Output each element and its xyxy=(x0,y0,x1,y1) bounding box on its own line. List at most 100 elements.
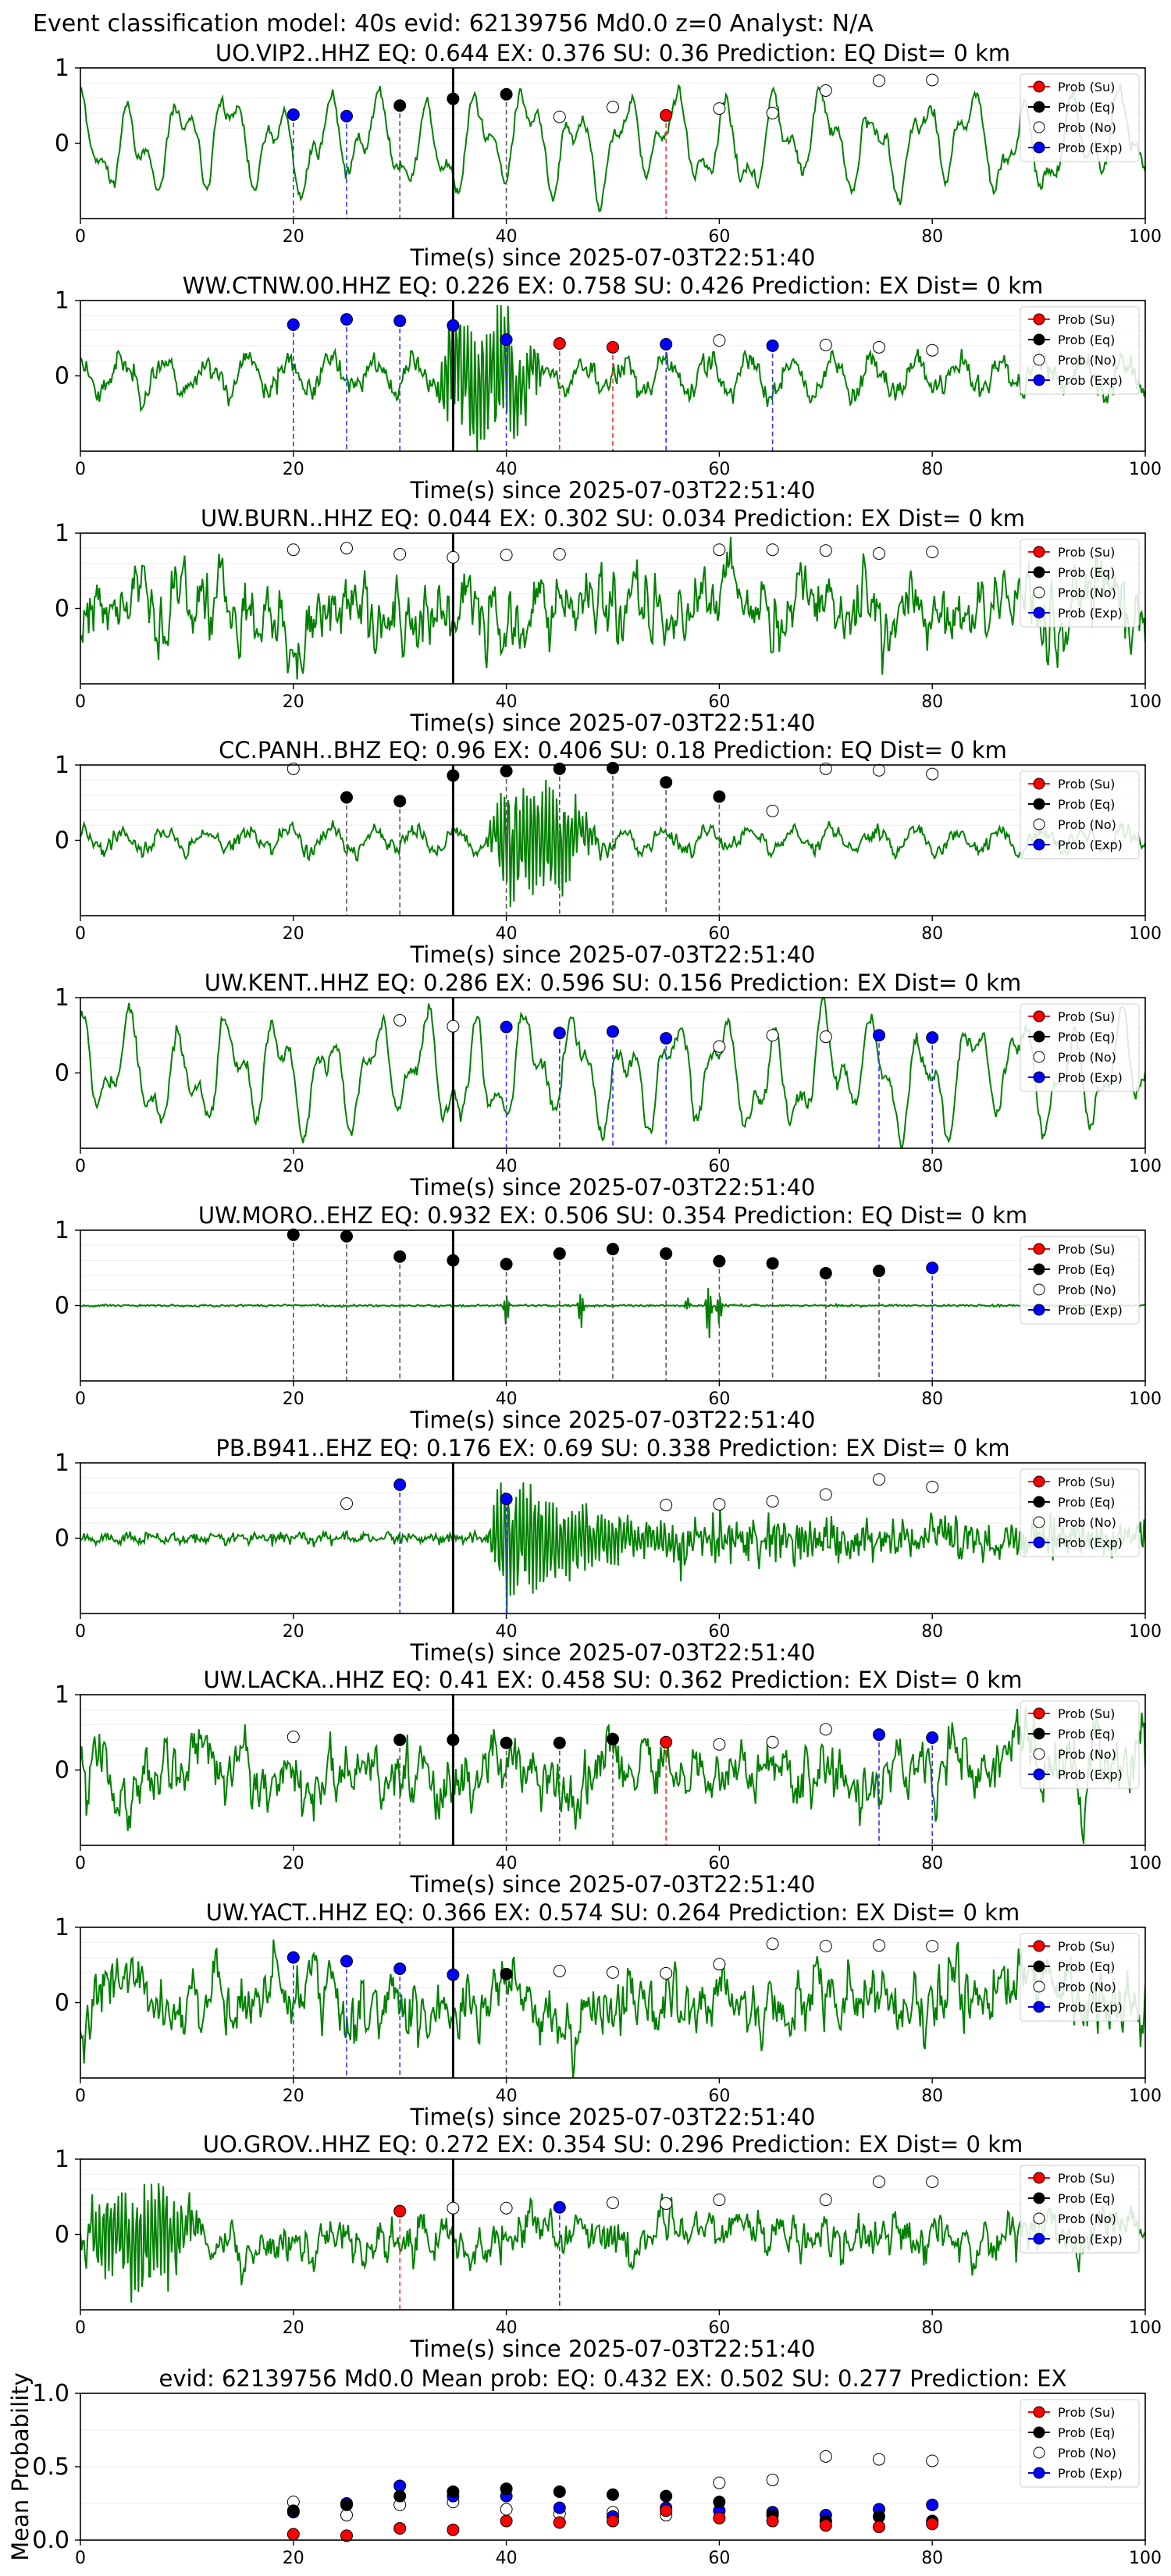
x-tick-label: 60 xyxy=(708,924,730,944)
legend-marker-su xyxy=(1033,1707,1045,1720)
mean-marker-eq xyxy=(553,2485,566,2498)
x-tick-label: 100 xyxy=(1129,2087,1162,2106)
legend-marker-eq xyxy=(1033,1496,1045,1508)
y-tick-label: 0 xyxy=(55,2222,69,2249)
prob-marker-no xyxy=(766,1495,779,1508)
legend-frame xyxy=(1020,1003,1140,1092)
legend-marker-no xyxy=(1033,1283,1045,1296)
station-panel: WW.CTNW.00.HHZ EQ: 0.226 EX: 0.758 SU: 0… xyxy=(55,272,1162,503)
y-tick-label: 1 xyxy=(55,2146,69,2173)
x-axis-label: Time(s) since 2025-07-03T22:51:40 xyxy=(410,477,816,503)
legend-marker-eq xyxy=(1033,1727,1045,1740)
x-tick-label: 100 xyxy=(1129,924,1162,944)
prob-marker-no xyxy=(713,1040,726,1053)
mean-marker-eq xyxy=(607,2488,619,2501)
panel-title: UO.VIP2..HHZ EQ: 0.644 EX: 0.376 SU: 0.3… xyxy=(215,40,1010,66)
y-tick-label: 1 xyxy=(55,55,69,82)
legend-marker-no xyxy=(1033,354,1045,366)
prob-marker-no xyxy=(873,1939,885,1952)
prob-marker-no xyxy=(766,1735,779,1749)
prob-marker-no xyxy=(766,1937,779,1951)
legend-label-su: Prob (Su) xyxy=(1058,312,1115,327)
y-tick-label: 0 xyxy=(55,1525,69,1553)
x-tick-label: 60 xyxy=(708,2318,730,2338)
prob-marker-eq xyxy=(287,1228,300,1241)
prob-marker-exp xyxy=(553,2201,566,2214)
prob-marker-exp xyxy=(500,1020,513,1034)
mean-marker-no xyxy=(819,2450,832,2463)
x-tick-label: 0 xyxy=(75,2549,86,2568)
station-panel: UO.VIP2..HHZ EQ: 0.644 EX: 0.376 SU: 0.3… xyxy=(55,40,1162,271)
x-axis-label: Time(s) since 2025-07-03T22:51:40 xyxy=(410,2336,816,2362)
mean-marker-su xyxy=(660,2504,673,2517)
prob-marker-no xyxy=(873,1473,885,1486)
x-tick-label: 20 xyxy=(283,2087,304,2106)
prob-marker-exp xyxy=(340,1955,353,1968)
legend-label-no: Prob (No) xyxy=(1058,353,1116,368)
prob-marker-no xyxy=(713,1738,726,1751)
prob-marker-eq xyxy=(393,1250,407,1263)
x-tick-label: 0 xyxy=(75,227,86,247)
x-tick-label: 40 xyxy=(496,924,518,944)
legend-label-eq: Prob (Eq) xyxy=(1058,1727,1115,1742)
x-tick-label: 40 xyxy=(496,2549,518,2568)
legend-label-su: Prob (Su) xyxy=(1058,80,1115,94)
prob-marker-eq xyxy=(766,1257,779,1270)
prob-marker-no xyxy=(926,767,939,781)
x-tick-label: 60 xyxy=(708,227,730,247)
x-tick-label: 100 xyxy=(1129,1854,1162,1873)
prob-marker-eq xyxy=(500,764,513,777)
prob-marker-no xyxy=(819,2194,832,2207)
prob-marker-no xyxy=(713,2194,726,2207)
prob-marker-no xyxy=(393,1013,407,1026)
legend-marker-no xyxy=(1033,2446,1045,2459)
prob-marker-exp xyxy=(447,1968,460,1981)
prob-marker-no xyxy=(713,1498,726,1511)
plot-frame xyxy=(80,532,1146,685)
x-axis-label: Time(s) since 2025-07-03T22:51:40 xyxy=(410,710,816,736)
panel-title: UW.BURN..HHZ EQ: 0.044 EX: 0.302 SU: 0.0… xyxy=(201,505,1025,532)
prob-marker-eq xyxy=(500,1258,513,1271)
x-tick-label: 20 xyxy=(283,460,304,479)
prob-marker-no xyxy=(287,762,300,775)
x-tick-label: 60 xyxy=(708,1157,730,1176)
y-tick-label: 1 xyxy=(55,1914,69,1941)
prob-marker-eq xyxy=(393,1733,407,1746)
x-axis-label: Time(s) since 2025-07-03T22:51:40 xyxy=(410,244,816,271)
x-tick-label: 80 xyxy=(921,2087,943,2106)
legend-label-eq: Prob (Eq) xyxy=(1058,2425,1115,2440)
x-tick-label: 100 xyxy=(1129,2549,1162,2568)
panel-title: UW.YACT..HHZ EQ: 0.366 EX: 0.574 SU: 0.2… xyxy=(206,1899,1020,1926)
legend-marker-exp xyxy=(1033,141,1045,154)
prob-marker-no xyxy=(926,546,939,559)
prob-marker-eq xyxy=(500,1736,513,1749)
legend-label-exp: Prob (Exp) xyxy=(1058,1303,1123,1318)
x-tick-label: 80 xyxy=(921,1157,943,1176)
legend-marker-no xyxy=(1033,1516,1045,1528)
prob-marker-exp xyxy=(873,1728,885,1742)
station-panel: CC.PANH..BHZ EQ: 0.96 EX: 0.406 SU: 0.18… xyxy=(55,737,1162,968)
legend-label-exp: Prob (Exp) xyxy=(1058,1535,1123,1550)
legend-marker-exp xyxy=(1033,2467,1045,2479)
x-tick-label: 20 xyxy=(283,1157,304,1176)
legend-label-eq: Prob (Eq) xyxy=(1058,797,1115,812)
waveform-trace xyxy=(80,304,1145,451)
prob-marker-no xyxy=(287,1731,300,1744)
mean-marker-su xyxy=(926,2517,939,2531)
mean-marker-su xyxy=(607,2514,619,2528)
panel-title: UW.LACKA..HHZ EQ: 0.41 EX: 0.458 SU: 0.3… xyxy=(204,1667,1023,1693)
waveform-trace xyxy=(80,2183,1145,2303)
prob-marker-no xyxy=(500,2201,513,2215)
prob-marker-exp xyxy=(553,1026,566,1040)
legend-marker-exp xyxy=(1033,2001,1045,2013)
x-tick-label: 100 xyxy=(1129,460,1162,479)
prob-marker-exp xyxy=(393,1962,407,1976)
x-tick-label: 100 xyxy=(1129,692,1162,712)
prob-marker-no xyxy=(713,102,726,116)
prob-marker-eq xyxy=(660,776,673,789)
legend: Prob (Su) Prob (Eq) Prob (No) Prob (Exp) xyxy=(1020,2399,1140,2488)
mean-marker-eq xyxy=(393,2489,407,2503)
prob-marker-no xyxy=(873,340,885,354)
legend-marker-exp xyxy=(1033,1071,1045,1083)
mean-marker-no xyxy=(926,2454,939,2467)
